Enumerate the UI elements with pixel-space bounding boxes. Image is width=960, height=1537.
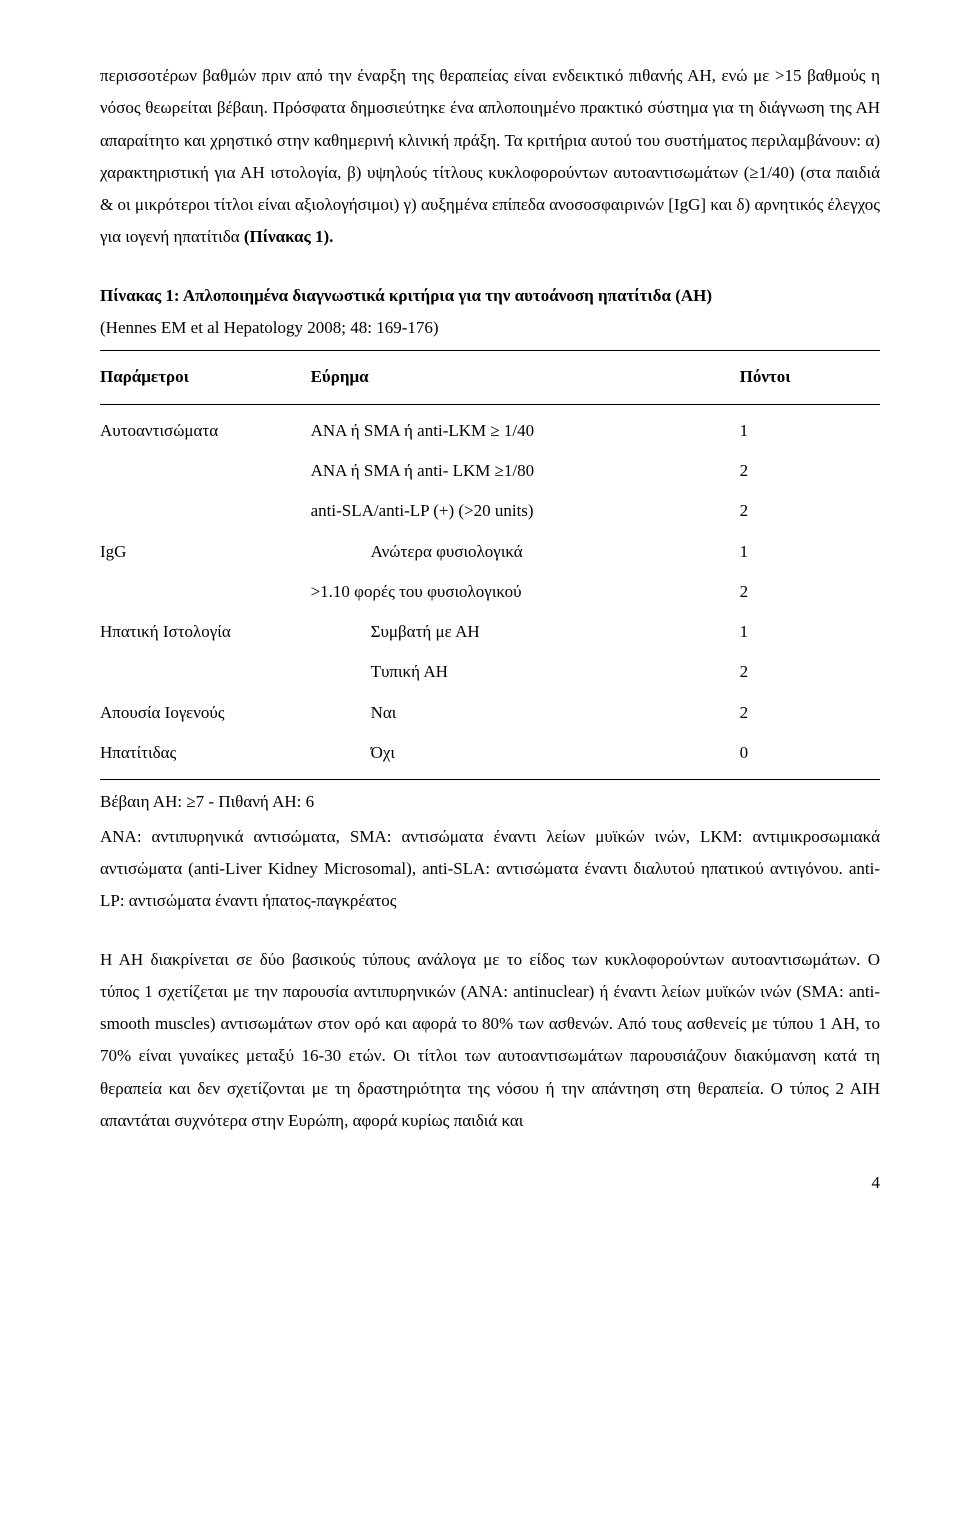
cell-points: 2 <box>740 451 880 491</box>
cell-parameter <box>100 491 311 531</box>
cell-finding: Ναι <box>311 693 740 733</box>
intro-paragraph: περισσοτέρων βαθμών πριν από την έναρξη … <box>100 60 880 254</box>
table-row: Ηπατική ΙστολογίαΣυμβατή με ΑΗ1 <box>100 612 880 652</box>
cell-parameter: Απουσία Ιογενούς <box>100 693 311 733</box>
cell-points: 1 <box>740 532 880 572</box>
cell-points: 2 <box>740 491 880 531</box>
table-title-ref: (Hennes EM et al Hepatology 2008; 48: 16… <box>100 318 439 337</box>
table-row: ΗπατίτιδαςΌχι0 <box>100 733 880 773</box>
cell-finding: ANA ή SMA ή anti-LKM ≥ 1/40 <box>311 411 740 451</box>
table-bottom-rule <box>100 779 880 780</box>
cell-points: 1 <box>740 411 880 451</box>
cell-finding: anti-SLA/anti-LP (+) (>20 units) <box>311 491 740 531</box>
intro-bold-ref: (Πίνακας 1). <box>244 227 334 246</box>
table-header-rule <box>100 404 880 405</box>
cell-parameter: Αυτοαντισώματα <box>100 411 311 451</box>
cell-parameter: Ηπατίτιδας <box>100 733 311 773</box>
table-footnote-2: ΑΝΑ: αντιπυρηνικά αντισώματα, SMA: αντισ… <box>100 821 880 918</box>
table-row: anti-SLA/anti-LP (+) (>20 units)2 <box>100 491 880 531</box>
cell-points: 1 <box>740 612 880 652</box>
criteria-table: Παράμετροι Εύρημα Πόντοι <box>100 357 880 397</box>
header-points: Πόντοι <box>740 357 880 397</box>
header-parameters: Παράμετροι <box>100 357 311 397</box>
table-footnote-1: Βέβαιη ΑΗ: ≥7 - Πιθανή ΑΗ: 6 <box>100 786 880 818</box>
intro-text: περισσοτέρων βαθμών πριν από την έναρξη … <box>100 66 880 246</box>
table-row: IgGΑνώτερα φυσιολογικά1 <box>100 532 880 572</box>
cell-finding: >1.10 φορές του φυσιολογικού <box>311 572 740 612</box>
table-title-block: Πίνακας 1: Απλοποιημένα διαγνωστικά κριτ… <box>100 280 880 345</box>
table-row: ΑυτοαντισώματαANA ή SMA ή anti-LKM ≥ 1/4… <box>100 411 880 451</box>
cell-parameter <box>100 451 311 491</box>
cell-finding: Τυπική ΑΗ <box>311 652 740 692</box>
cell-points: 2 <box>740 572 880 612</box>
cell-points: 2 <box>740 652 880 692</box>
cell-finding: Ανώτερα φυσιολογικά <box>311 532 740 572</box>
page-number: 4 <box>100 1167 880 1199</box>
table-top-rule <box>100 350 880 351</box>
cell-points: 0 <box>740 733 880 773</box>
table-title-bold: Πίνακας 1: Απλοποιημένα διαγνωστικά κριτ… <box>100 286 712 305</box>
cell-finding: Συμβατή με ΑΗ <box>311 612 740 652</box>
cell-parameter <box>100 652 311 692</box>
header-findings: Εύρημα <box>311 357 740 397</box>
table-row: >1.10 φορές του φυσιολογικού2 <box>100 572 880 612</box>
cell-parameter <box>100 572 311 612</box>
cell-parameter: Ηπατική Ιστολογία <box>100 612 311 652</box>
cell-finding: Όχι <box>311 733 740 773</box>
cell-points: 2 <box>740 693 880 733</box>
table-header-row: Παράμετροι Εύρημα Πόντοι <box>100 357 880 397</box>
criteria-table-body: ΑυτοαντισώματαANA ή SMA ή anti-LKM ≥ 1/4… <box>100 411 880 774</box>
table-row: ANA ή SMA ή anti- LKM ≥1/802 <box>100 451 880 491</box>
cell-finding: ANA ή SMA ή anti- LKM ≥1/80 <box>311 451 740 491</box>
table-row: Τυπική ΑΗ2 <box>100 652 880 692</box>
cell-parameter: IgG <box>100 532 311 572</box>
table-row: Απουσία ΙογενούςΝαι2 <box>100 693 880 733</box>
types-paragraph: Η ΑΗ διακρίνεται σε δύο βασικούς τύπους … <box>100 944 880 1138</box>
